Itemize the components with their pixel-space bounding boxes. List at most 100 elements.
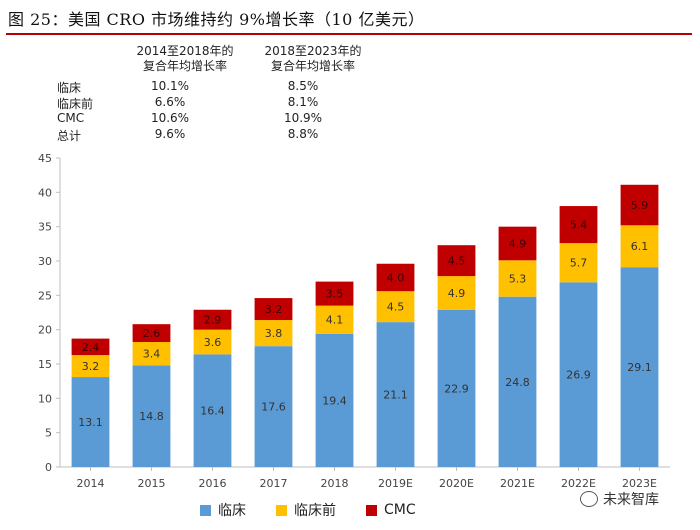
cagr-value: 8.8%	[287, 127, 319, 141]
bar-segment	[132, 324, 171, 343]
cagr-value: 10.1%	[150, 79, 190, 93]
wechat-icon	[580, 491, 598, 507]
y-tick-label: 35	[38, 221, 52, 234]
data-label: 3.4	[143, 348, 161, 361]
bar-segment	[376, 263, 415, 292]
cagr-row-label: 临床	[57, 81, 82, 95]
bar-segment	[376, 322, 415, 467]
x-tick-label: 2020E	[439, 477, 474, 490]
legend-label-clinical: 临床	[218, 503, 246, 519]
bar-segment	[559, 282, 598, 467]
data-label: 4.0	[387, 271, 405, 284]
data-label: 2.9	[204, 314, 222, 327]
data-label: 5.7	[570, 257, 588, 270]
data-label: 14.8	[139, 410, 164, 423]
bar-segment	[498, 226, 537, 261]
cagr-header-2014-2018: 2014至2018年的 复合年均增长率	[120, 44, 250, 74]
cagr-header-1-line-2: 复合年均增长率	[142, 59, 227, 73]
watermark-text: 未来智库	[603, 492, 659, 508]
data-label: 19.4	[322, 394, 347, 407]
legend-swatch-cmc	[366, 504, 377, 516]
data-label: 29.1	[627, 361, 652, 374]
bar-segment	[132, 365, 171, 467]
data-label: 4.1	[326, 314, 344, 327]
data-label: 24.8	[505, 376, 530, 389]
cagr-value: 10.6%	[150, 111, 190, 125]
legend-swatch-clinical	[200, 504, 211, 516]
cagr-row-label: 总计	[57, 129, 82, 143]
title-rule	[6, 33, 692, 35]
data-label: 3.5	[326, 288, 344, 301]
cagr-value: 8.5%	[287, 79, 319, 93]
bar-segment	[620, 267, 659, 467]
cagr-table: 2014至2018年的 复合年均增长率 2018至2023年的 复合年均增长率 …	[0, 0, 700, 143]
data-label: 2.4	[82, 341, 100, 354]
bar-segment	[71, 355, 110, 378]
data-label: 22.9	[444, 382, 469, 395]
bar-segment	[254, 346, 293, 467]
bar-segment	[437, 245, 476, 277]
cagr-value: 6.6%	[154, 95, 186, 109]
x-tick-label: 2019E	[378, 477, 413, 490]
cagr-row-label: 临床前	[57, 97, 94, 111]
data-label: 17.6	[261, 401, 286, 414]
y-tick-label: 20	[38, 324, 52, 337]
data-label: 16.4	[200, 405, 225, 418]
data-label: 21.1	[383, 389, 408, 402]
bar-segment	[315, 333, 354, 467]
legend-label-preclinical: 临床前	[294, 503, 336, 519]
bar-segment	[193, 354, 232, 467]
bar-segment	[254, 320, 293, 347]
data-label: 4.5	[387, 301, 405, 314]
bar-segment	[437, 276, 476, 310]
data-label: 5.9	[631, 199, 649, 212]
bar-segment	[254, 298, 293, 321]
y-tick-label: 10	[38, 392, 52, 405]
legend-label-cmc: CMC	[384, 502, 416, 518]
bar-segment	[498, 296, 537, 467]
bar-segment	[376, 291, 415, 323]
x-tick-label: 2015	[138, 477, 166, 490]
cagr-header-2018-2023: 2018至2023年的 复合年均增长率	[248, 44, 378, 74]
data-label: 2.6	[143, 327, 161, 340]
cagr-value: 9.6%	[154, 127, 186, 141]
legend-item-cmc: CMC	[366, 502, 416, 518]
bar-segment	[193, 329, 232, 355]
legend-swatch-preclinical	[276, 504, 287, 516]
data-label: 5.4	[570, 219, 588, 232]
bar-segment	[620, 225, 659, 268]
bar-segment	[437, 309, 476, 467]
y-tick-label: 25	[38, 289, 52, 302]
data-label: 6.1	[631, 240, 649, 253]
x-tick-label: 2023E	[622, 477, 657, 490]
data-label: 4.5	[448, 255, 466, 268]
cagr-value: 10.9%	[283, 111, 323, 125]
bar-segment	[559, 206, 598, 244]
x-tick-label: 2022E	[561, 477, 596, 490]
legend-item-preclinical: 临床前	[276, 500, 336, 520]
data-label: 13.1	[78, 416, 103, 429]
cagr-row-label: CMC	[57, 111, 85, 125]
cagr-header-2-line-1: 2018至2023年的	[264, 44, 362, 58]
bar-segment	[498, 260, 537, 297]
x-tick-label: 2014	[77, 477, 105, 490]
bar-segment	[132, 342, 171, 366]
y-tick-label: 15	[38, 358, 52, 371]
chart-title: 图 25：美国 CRO 市场维持约 9%增长率（10 亿美元）	[8, 10, 425, 29]
data-label: 5.3	[509, 273, 527, 286]
cagr-header-2-line-2: 复合年均增长率	[270, 59, 355, 73]
bar-segment	[71, 377, 110, 467]
legend: 临床 临床前 CMC	[200, 500, 446, 520]
data-label: 4.9	[509, 237, 527, 250]
data-label: 3.6	[204, 336, 222, 349]
data-label: 4.9	[448, 287, 466, 300]
bar-segment	[193, 309, 232, 330]
stacked-bar-chart: 0 5 10 15 20 25 30 35 40 45 13.1 3.2 2.4 2014 14.8 3.4 2…	[38, 152, 670, 490]
bar-segment	[315, 305, 354, 334]
data-label: 3.8	[265, 327, 283, 340]
y-tick-label: 30	[38, 255, 52, 268]
x-tick-label: 2021E	[500, 477, 535, 490]
cagr-header-1-line-1: 2014至2018年的	[136, 44, 234, 58]
bar-segment	[71, 338, 110, 356]
x-tick-label: 2018	[321, 477, 349, 490]
